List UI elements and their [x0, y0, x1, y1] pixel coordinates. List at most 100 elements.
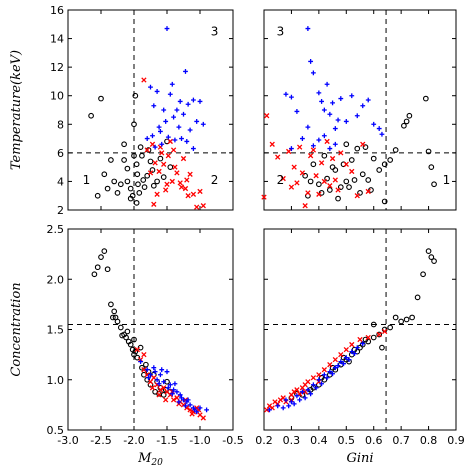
panel-m20_temperature-point-plus	[163, 119, 169, 124]
panel-m20_concentration-point-plus	[177, 392, 183, 398]
panel-gini_temperature-point-x	[332, 177, 338, 183]
panel-m20_concentration-point-plus	[172, 381, 178, 387]
panel-m20_concentration-point-x	[141, 367, 147, 373]
panel-m20_temperature-point-circle	[145, 147, 152, 153]
panel-gini_temperature-point-plus	[365, 97, 371, 103]
panel-gini_temperature-point-x	[327, 183, 333, 189]
panel-gini_concentration-point-plus	[300, 389, 305, 395]
panel-gini_temperature-point-x	[291, 164, 297, 170]
panel-m20_temperature-point-circle	[108, 157, 114, 163]
panel-gini_temperature-point-x	[338, 150, 344, 156]
panel-m20_temperature-point-circle	[117, 181, 124, 188]
panel-gini_temperature-point-plus	[335, 117, 341, 123]
panel-gini_concentration-point-circle	[409, 314, 415, 321]
panel-gini_temperature-point-circle	[381, 161, 388, 168]
panel-m20_concentration-point-circle	[141, 371, 147, 378]
panel-gini_temperature-point-plus	[379, 131, 385, 137]
panel-gini_concentration-point-x	[357, 336, 363, 343]
panel-m20_concentration-point-plus	[154, 377, 160, 383]
panel-gini_temperature-point-circle	[335, 195, 341, 202]
panel-m20_temperature-ytick-label: 14	[50, 33, 64, 46]
panel-gini_temperature-point-plus	[376, 126, 382, 131]
panel-m20_concentration-point-plus	[169, 391, 175, 397]
panel-gini_temperature-point-plus	[324, 81, 330, 87]
panel-gini_temperature-point-x	[318, 160, 325, 166]
panel-m20_temperature-point-x	[152, 160, 158, 166]
panel-gini_temperature-point-plus	[310, 70, 316, 76]
panel-m20_temperature-point-circle	[131, 152, 137, 159]
panel-gini_temperature-point-x	[302, 203, 308, 209]
panel-m20_concentration-point-plus	[165, 385, 171, 391]
panel-m20_temperature-point-plus	[169, 81, 175, 87]
panel-gini_temperature-point-circle	[406, 112, 413, 119]
panel-gini_temperature-point-circle	[348, 157, 355, 163]
panel-m20_concentration-point-x	[200, 415, 206, 421]
panel-gini_temperature-point-x	[321, 178, 328, 185]
panel-m20_temperature-point-x	[149, 141, 156, 147]
panel-m20_concentration-point-plus	[146, 375, 151, 381]
panel-gini_concentration-xtick-label: 0.2	[255, 434, 273, 447]
panel-m20_temperature-point-plus	[161, 107, 167, 113]
panel-gini_temperature-point-plus	[316, 90, 322, 96]
panel-gini_temperature-point-plus	[338, 96, 344, 101]
panel-m20_temperature-point-x	[200, 203, 206, 209]
panel-gini_concentration-point-plus	[291, 401, 297, 407]
panel-m20_concentration-ytick-label: 2.0	[47, 273, 65, 286]
panel-m20_temperature-point-circle	[127, 185, 134, 192]
panel-m20_temperature-point-plus	[154, 89, 160, 94]
panel-m20_temperature-point-plus	[194, 119, 200, 124]
panel-gini_concentration-point-circle	[403, 316, 410, 323]
panel-gini_concentration-xtick-label: 0.3	[283, 434, 301, 447]
panel-m20_concentration-ytick-label: 1.0	[47, 374, 65, 387]
panel-m20_concentration-xtick-label: -0.5	[222, 434, 243, 447]
panel-gini_temperature-point-circle	[370, 155, 377, 162]
panel-gini_temperature-point-x	[294, 180, 300, 186]
panel-m20_concentration-point-circle	[131, 336, 137, 343]
panel-gini_temperature-point-x	[269, 141, 275, 147]
panel-gini_concentration-point-plus	[360, 341, 366, 346]
panel-m20_temperature-point-plus	[158, 129, 163, 134]
panel-m20_temperature-point-circle	[167, 164, 174, 170]
panel-gini_temperature-point-plus	[308, 59, 314, 64]
panel-gini_concentration-point-plus	[321, 372, 327, 378]
panel-gini_temperature-point-x	[335, 187, 341, 193]
panel-m20_temperature-point-x	[178, 184, 185, 190]
panel-gini_concentration-point-plus	[319, 381, 324, 387]
panel-gini_concentration-point-plus	[286, 403, 292, 409]
panel-m20_concentration-point-plus	[159, 367, 165, 373]
panel-gini_temperature-point-circle	[310, 161, 317, 168]
panel-m20_concentration-xtick-label: -2.5	[90, 434, 111, 447]
panel-gini_temperature-point-x	[354, 193, 360, 199]
panel-gini_temperature-point-plus	[349, 93, 355, 99]
panel-m20_concentration-xlabel-subscript: 20	[150, 458, 163, 468]
panel-m20_temperature-point-circle	[88, 112, 94, 119]
panel-m20_temperature-point-x	[151, 201, 157, 207]
panel-gini_concentration-point-plus	[313, 385, 319, 391]
panel-gini_temperature-point-circle	[401, 122, 407, 129]
panel-m20_temperature-ytick-label: 10	[50, 90, 64, 103]
panel-gini_temperature-point-plus	[330, 100, 335, 106]
panel-m20_temperature-point-circle	[104, 185, 111, 192]
panel-m20_temperature-point-plus	[171, 114, 176, 120]
panel-m20_concentration-point-circle	[124, 328, 131, 335]
panel-m20_concentration-point-plus	[138, 359, 143, 365]
panel-gini_temperature-point-circle	[329, 164, 336, 170]
panel-m20_temperature-point-x	[187, 171, 193, 177]
panel-gini_temperature-point-circle	[326, 187, 333, 193]
panel-m20_concentration-point-plus	[148, 372, 153, 378]
panel-gini_concentration-point-circle	[414, 294, 421, 301]
panel-m20_temperature-point-circle	[133, 200, 140, 206]
panel-gini_concentration-point-plus	[302, 395, 308, 401]
panel-m20_concentration-point-x	[141, 351, 147, 358]
panel-gini_temperature-point-x	[264, 113, 270, 119]
panel-gini_temperature-point-circle	[368, 187, 374, 193]
panel-m20_temperature-point-x	[170, 147, 177, 153]
panel-gini_temperature-point-circle	[354, 145, 361, 152]
panel-gini_temperature-point-circle	[318, 190, 325, 196]
panel-m20_temperature-point-x	[172, 164, 178, 170]
panel-gini_temperature-point-circle	[346, 184, 352, 190]
panel-m20_temperature-point-circle	[134, 171, 141, 178]
panel-m20_concentration-point-circle	[91, 271, 98, 278]
panel-gini_temperature-point-x	[329, 155, 336, 162]
panel-m20_concentration-point-x	[156, 392, 162, 398]
